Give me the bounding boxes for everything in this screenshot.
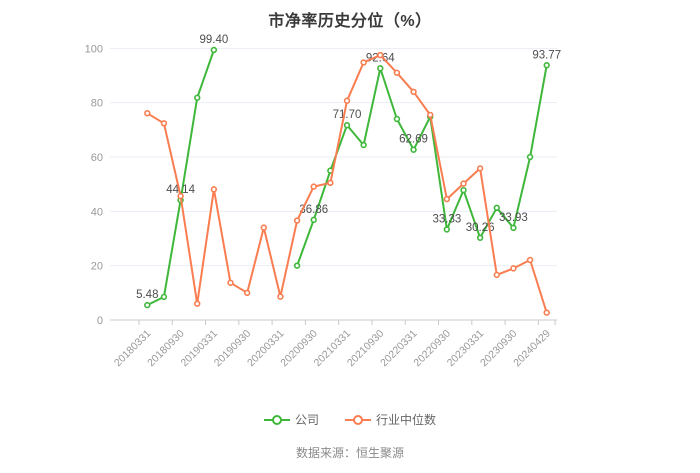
line-chart: 0204060801002018033120180930201903312019… (85, 34, 561, 370)
legend-item-industry-median[interactable]: 行业中位数 (345, 411, 436, 428)
data-point-company (377, 65, 384, 72)
data-point-company (393, 115, 401, 123)
data-point-label-company: 92.64 (366, 52, 395, 64)
data-point-company (360, 141, 367, 149)
data-point-industry-median (160, 120, 168, 127)
data-point-industry-median (144, 110, 151, 117)
legend-marker-industry-median-icon (345, 414, 371, 425)
series-line-company (146, 49, 548, 306)
data-point-company (310, 216, 317, 224)
data-source-text: 数据来源：恒生聚源 (295, 446, 404, 460)
chart-title: 市净率历史分位（%） (268, 13, 432, 30)
data-point-company (343, 122, 351, 129)
y-axis-tick-label: 20 (91, 261, 103, 273)
data-point-label-company: 36.86 (299, 204, 328, 216)
y-axis-tick-label: 0 (97, 315, 103, 327)
data-point-label-company: 5.48 (136, 289, 158, 301)
legend-item-company[interactable]: 公司 (263, 411, 319, 428)
data-point-industry-median (526, 256, 534, 264)
data-point-company (194, 94, 201, 101)
legend-marker-company-icon (263, 414, 290, 425)
data-point-industry-median (543, 309, 550, 316)
data-point-industry-median (510, 265, 517, 272)
data-point-industry-median (327, 179, 334, 187)
data-point-industry-median (227, 279, 234, 286)
data-point-company (293, 262, 301, 269)
x-axis-tick-label: 20240429 (511, 328, 553, 370)
data-point-industry-median (443, 195, 451, 203)
data-point-company (410, 146, 417, 153)
data-point-industry-median (476, 165, 484, 172)
data-point-company (510, 224, 517, 232)
data-point-company (476, 234, 484, 241)
data-point-industry-median (243, 289, 251, 297)
data-point-label-company: 30.26 (466, 222, 495, 234)
legend-label-company: 公司 (294, 413, 319, 427)
data-point-label-company: 62.69 (399, 134, 428, 146)
y-axis-tick-label: 100 (85, 43, 103, 55)
data-point-industry-median (410, 88, 417, 95)
data-point-label-company: 44.14 (166, 184, 195, 196)
data-point-industry-median (310, 183, 317, 190)
data-point-industry-median (460, 180, 467, 187)
y-axis-tick-label: 60 (91, 152, 103, 164)
data-point-company (144, 301, 151, 309)
data-point-label-company: 33.93 (499, 212, 528, 224)
data-point-label-company: 71.70 (333, 109, 362, 121)
series-line-industry-median (146, 54, 548, 314)
chart-legend: 公司 行业中位数 (0, 411, 700, 428)
y-axis-tick-label: 80 (91, 98, 103, 110)
data-point-company (526, 153, 534, 161)
data-point-company (443, 226, 451, 233)
data-point-industry-median (493, 271, 500, 279)
data-point-industry-median (343, 97, 351, 104)
data-point-industry-median (427, 111, 434, 119)
data-point-industry-median (260, 224, 267, 231)
data-point-industry-median (177, 192, 184, 200)
data-point-company (460, 186, 467, 194)
data-point-label-company: 93.77 (532, 49, 561, 61)
data-point-label-company: 99.40 (199, 34, 228, 46)
y-axis-tick-label: 40 (91, 206, 103, 218)
data-point-industry-median (194, 300, 201, 307)
data-point-company (543, 62, 550, 69)
data-point-company (160, 293, 168, 301)
data-point-industry-median (377, 51, 384, 59)
data-point-industry-median (277, 293, 284, 300)
legend-label-industry-median: 行业中位数 (376, 413, 437, 427)
data-point-industry-median (210, 186, 218, 193)
data-point-company (210, 46, 218, 54)
data-point-label-company: 33.33 (432, 213, 461, 225)
data-point-industry-median (360, 59, 367, 66)
data-point-industry-median (293, 217, 301, 224)
data-point-industry-median (393, 69, 401, 76)
data-point-company (493, 204, 500, 212)
